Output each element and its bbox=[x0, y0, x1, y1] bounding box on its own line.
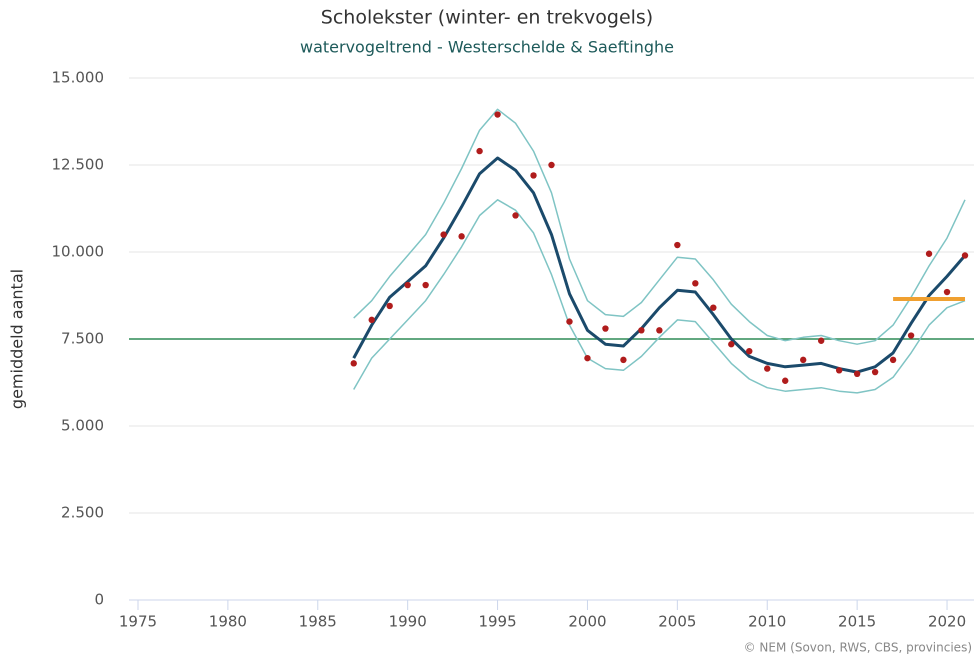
data-point bbox=[530, 172, 537, 179]
data-point bbox=[674, 241, 681, 249]
data-point bbox=[710, 304, 717, 311]
data-point bbox=[746, 347, 753, 355]
y-tick-label: 12.500 bbox=[52, 156, 105, 174]
x-tick-label: 2015 bbox=[838, 613, 876, 631]
x-tick-label: 1985 bbox=[299, 613, 337, 631]
data-point bbox=[764, 365, 771, 372]
data-point bbox=[943, 288, 951, 296]
y-tick-label: 10.000 bbox=[52, 243, 105, 261]
trend-line bbox=[353, 108, 966, 345]
data-point bbox=[476, 147, 483, 155]
data-point bbox=[584, 354, 591, 362]
x-tick-label: 2020 bbox=[928, 613, 966, 631]
y-tick-label: 2.500 bbox=[61, 504, 104, 522]
trend-line bbox=[353, 199, 966, 394]
x-tick-label: 2005 bbox=[658, 613, 696, 631]
y-tick-label: 0 bbox=[94, 591, 104, 609]
data-point bbox=[889, 356, 897, 364]
data-point bbox=[566, 318, 573, 325]
data-point bbox=[458, 233, 465, 240]
data-point bbox=[494, 111, 501, 118]
data-point bbox=[512, 212, 519, 219]
x-tick-label: 2000 bbox=[568, 613, 606, 631]
data-point bbox=[440, 231, 447, 238]
data-point bbox=[871, 368, 879, 376]
data-point bbox=[853, 370, 861, 377]
data-point bbox=[692, 280, 699, 287]
data-point bbox=[907, 332, 915, 339]
data-point bbox=[548, 161, 555, 169]
data-point bbox=[350, 360, 357, 367]
data-point bbox=[782, 377, 789, 384]
y-tick-label: 5.000 bbox=[61, 417, 104, 435]
data-point bbox=[404, 281, 411, 289]
data-point bbox=[925, 250, 933, 257]
trend-line bbox=[352, 156, 967, 374]
y-tick-label: 7.500 bbox=[61, 330, 104, 348]
x-tick-label: 1995 bbox=[478, 613, 516, 631]
y-axis-label: gemiddeld aantal bbox=[8, 269, 27, 409]
data-point bbox=[817, 337, 825, 344]
data-point bbox=[728, 341, 735, 348]
data-point bbox=[800, 356, 807, 364]
data-point bbox=[386, 302, 393, 310]
data-point bbox=[656, 327, 663, 334]
x-tick-label: 1980 bbox=[209, 613, 247, 631]
x-tick-label: 1975 bbox=[119, 613, 157, 631]
x-tick-label: 1990 bbox=[389, 613, 427, 631]
data-point bbox=[422, 281, 429, 289]
data-point bbox=[620, 356, 627, 364]
y-tick-label: 15.000 bbox=[52, 69, 105, 87]
data-point bbox=[602, 325, 609, 332]
x-tick-label: 2010 bbox=[748, 613, 786, 631]
chart-title: Scholekster (winter- en trekvogels) bbox=[321, 7, 653, 29]
data-point bbox=[368, 316, 375, 324]
credit: © NEM (Sovon, RWS, CBS, provincies) bbox=[744, 641, 972, 655]
data-point bbox=[961, 252, 969, 259]
data-point bbox=[835, 367, 843, 374]
chart-subtitle: watervogeltrend - Westerschelde & Saefti… bbox=[300, 38, 674, 57]
data-point bbox=[638, 327, 645, 334]
